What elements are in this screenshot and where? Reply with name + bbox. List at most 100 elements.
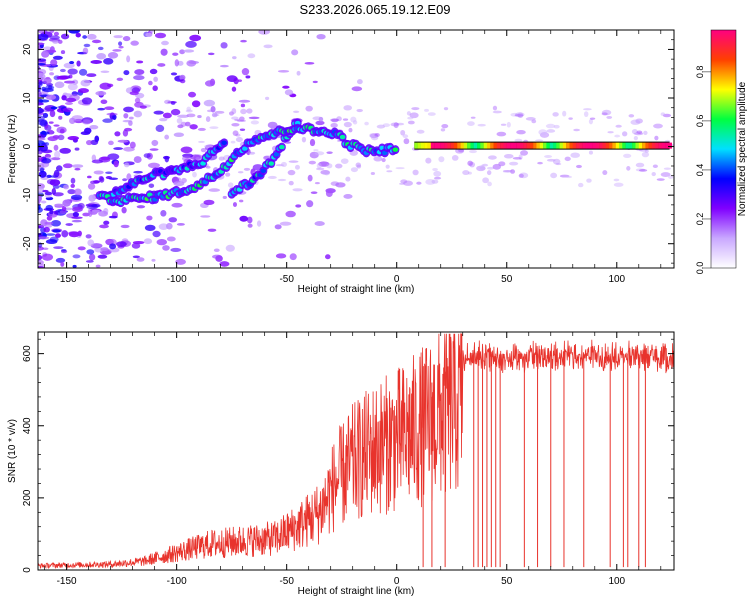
noise-blob: [152, 85, 158, 92]
second-ridge-core: [260, 168, 267, 174]
noise-blob: [325, 188, 336, 194]
noise-blob: [149, 68, 158, 75]
noise-blob: [46, 174, 52, 179]
noise-blob: [241, 68, 250, 76]
noise-blob: [258, 30, 270, 35]
noise-blob: [53, 210, 59, 215]
noise-blob: [652, 164, 658, 169]
noise-blob: [219, 64, 229, 68]
noise-blob: [61, 33, 70, 40]
noise-blob: [181, 177, 187, 184]
noise-blob: [432, 167, 438, 172]
second-ridge-core: [273, 152, 280, 157]
tone-band-segment: [417, 142, 422, 149]
noise-blob: [106, 112, 118, 116]
noise-blob: [314, 182, 320, 185]
noise-blob: [91, 203, 101, 208]
colorbar-tick-label: 0.6: [695, 115, 705, 128]
noise-blob: [91, 39, 102, 44]
noise-blob: [538, 129, 548, 136]
noise-blob: [467, 121, 475, 127]
noise-blob: [305, 105, 313, 112]
noise-blob: [80, 79, 91, 87]
noise-blob: [232, 56, 237, 60]
tone-band-segment: [430, 142, 435, 149]
noise-blob: [130, 40, 139, 46]
noise-blob: [416, 181, 422, 185]
noise-blob: [482, 177, 489, 184]
noise-blob: [49, 30, 55, 34]
noise-blob: [277, 69, 290, 73]
noise-blob: [411, 107, 420, 111]
noise-blob: [88, 210, 93, 218]
noise-blob: [71, 216, 83, 220]
noise-blob: [50, 59, 58, 66]
noise-blob: [61, 230, 69, 238]
noise-blob: [514, 138, 523, 143]
noise-blob: [668, 175, 674, 179]
colorbar-tick-label: 0.8: [695, 66, 705, 79]
noise-blob: [114, 131, 121, 137]
noise-blob: [53, 169, 60, 178]
noise-blob: [238, 199, 244, 203]
noise-blob: [425, 157, 432, 164]
noise-blob: [222, 195, 227, 199]
noise-blob: [70, 177, 76, 184]
noise-blob: [91, 154, 97, 162]
noise-blob: [197, 127, 206, 131]
noise-blob: [86, 33, 97, 40]
tone-band-segment: [661, 142, 666, 149]
noise-blob: [113, 35, 123, 39]
tone-band-segment: [447, 142, 451, 149]
noise-blob: [284, 89, 294, 96]
noise-blob: [160, 209, 167, 217]
colorbar-tick-label: 0.4: [695, 164, 705, 177]
noise-blob: [99, 82, 112, 90]
tone-band-segment: [529, 142, 534, 149]
noise-blob: [323, 170, 331, 176]
noise-blob: [180, 121, 187, 127]
noise-blob: [179, 79, 186, 84]
noise-blob: [91, 159, 104, 164]
snr-y-axis: 0 200 400 600: [22, 338, 674, 573]
noise-blob: [133, 110, 143, 118]
noise-blob: [438, 156, 445, 163]
noise-blob: [68, 231, 80, 238]
noise-blob: [95, 264, 101, 268]
noise-blob: [38, 203, 41, 211]
tone-band-segment: [658, 142, 663, 149]
tone-band-segment: [513, 142, 517, 149]
noise-blob: [550, 172, 558, 179]
noise-blob: [440, 128, 446, 132]
tone-band-segment: [546, 142, 550, 149]
noise-blob: [57, 105, 67, 109]
noise-blob: [287, 169, 296, 176]
noise-blob: [85, 234, 92, 239]
noise-blob: [77, 88, 89, 94]
noise-blob: [352, 120, 358, 125]
noise-blob: [67, 135, 80, 141]
noise-blob: [60, 249, 68, 254]
noise-blob: [171, 202, 183, 208]
noise-blob: [239, 128, 246, 131]
noise-blob: [131, 242, 141, 249]
noise-blob: [54, 203, 64, 207]
spectrogram-noise: [38, 30, 674, 268]
noise-blob: [185, 40, 197, 48]
noise-blob: [564, 156, 571, 162]
noise-blob: [118, 45, 124, 49]
snr-y-label: SNR (10 * v/v): [7, 419, 18, 483]
tone-band-segment: [533, 142, 537, 149]
noise-blob: [45, 233, 56, 236]
main-ridge-core: [392, 147, 399, 152]
noise-blob: [203, 144, 213, 148]
noise-blob: [462, 170, 470, 176]
noise-blob: [87, 183, 96, 190]
noise-blob: [39, 144, 48, 152]
tone-band-segment: [632, 142, 636, 149]
noise-blob: [573, 128, 580, 132]
noise-blob: [86, 139, 93, 146]
noise-blob: [492, 105, 498, 111]
noise-blob: [205, 165, 211, 169]
